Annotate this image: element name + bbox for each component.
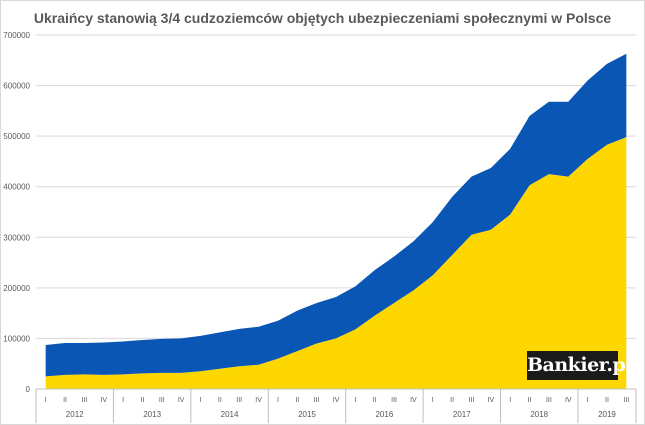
quarter-label: I [45, 397, 47, 404]
quarter-label: III [623, 397, 629, 404]
y-tick-label: 400000 [3, 183, 30, 192]
quarter-label: I [277, 397, 279, 404]
year-label: 2015 [298, 410, 316, 419]
quarter-label: II [141, 397, 145, 404]
stacked-areas [45, 53, 627, 389]
quarter-label: IV [255, 397, 262, 404]
year-label: 2019 [598, 410, 616, 419]
bankier-logo: Bankier.pl [527, 351, 633, 380]
quarter-label: II [218, 397, 222, 404]
year-label: 2016 [375, 410, 393, 419]
quarter-label: I [432, 397, 434, 404]
quarter-label: IV [100, 397, 107, 404]
quarter-label: II [605, 397, 609, 404]
year-label: 2017 [453, 410, 471, 419]
gridlines [36, 34, 636, 339]
quarter-label: II [528, 397, 532, 404]
year-label: 2012 [66, 410, 84, 419]
year-label: 2018 [530, 410, 548, 419]
quarter-label: II [295, 397, 299, 404]
quarter-label: III [81, 397, 87, 404]
quarter-label: III [469, 397, 475, 404]
quarter-label: III [236, 397, 242, 404]
year-label: 2013 [143, 410, 161, 419]
quarter-label: I [587, 397, 589, 404]
quarter-label: I [354, 397, 356, 404]
y-axis-ticks: 0 100000 200000 300000 400000 500000 600000 700… [3, 31, 30, 394]
x-axis: I II III IV I II III IV I II III IV I II III IV I II III IV… [35, 388, 637, 423]
quarter-label: IV [178, 397, 185, 404]
area-series-1 [45, 137, 627, 389]
quarter-label: I [200, 397, 202, 404]
chart-title: Ukraińcy stanowią 3/4 cudzoziemców objęt… [33, 10, 612, 26]
quarter-label: III [391, 397, 397, 404]
quarter-label: IV [565, 397, 572, 404]
y-tick-label: 300000 [3, 233, 30, 242]
quarter-label: III [314, 397, 320, 404]
year-label: 2014 [221, 410, 239, 419]
y-tick-label: 100000 [3, 334, 30, 343]
quarter-label: I [509, 397, 511, 404]
quarter-label: IV [333, 397, 340, 404]
quarter-label: II [450, 397, 454, 404]
y-tick-label: 600000 [3, 82, 30, 91]
quarter-label: III [159, 397, 165, 404]
quarter-label: II [63, 397, 67, 404]
quarter-label: II [373, 397, 377, 404]
quarter-label: I [122, 397, 124, 404]
y-tick-label: 200000 [3, 284, 30, 293]
quarter-label: IV [410, 397, 417, 404]
area-series-2 [45, 53, 627, 377]
y-tick-label: 0 [26, 385, 31, 394]
quarter-label: IV [488, 397, 495, 404]
quarter-label: III [546, 397, 552, 404]
y-tick-label: 700000 [3, 31, 30, 40]
y-tick-label: 500000 [3, 132, 30, 141]
